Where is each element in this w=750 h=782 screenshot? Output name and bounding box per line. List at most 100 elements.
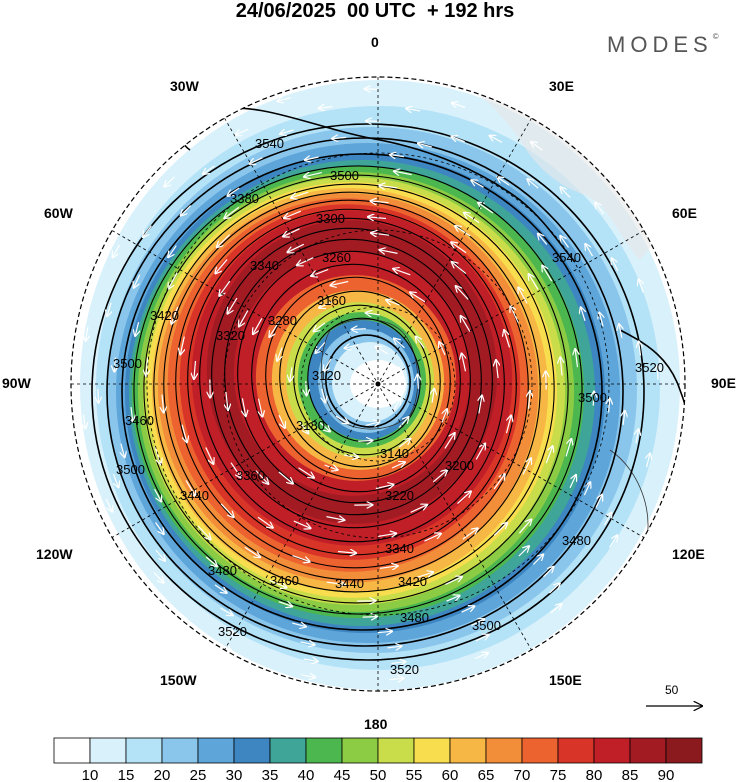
wind-vector-arrow: [424, 534, 441, 542]
wind-vector-arrow: [228, 187, 240, 196]
wind-vector-arrow: [135, 322, 138, 336]
lon-label-90e: 90E: [711, 375, 736, 391]
wind-vector-arrow: [217, 234, 231, 248]
contour-label: 3420: [150, 308, 179, 323]
wind-vector-arrow: [218, 643, 231, 651]
contour-label: 3380: [230, 191, 259, 206]
contour-label: 3180: [296, 418, 325, 433]
wind-vector-arrow: [326, 582, 345, 584]
colorbar-tick-label: 90: [658, 767, 675, 782]
wind-vector-arrow: [439, 342, 446, 356]
wind-vector-arrow: [593, 392, 594, 406]
wind-vector-arrow: [478, 203, 494, 214]
wind-vector-arrow: [583, 482, 590, 496]
wind-vector-arrow: [366, 313, 380, 315]
wind-vector-arrow: [293, 520, 311, 528]
wind-vector-arrow: [410, 505, 427, 513]
wind-vector-arrow: [259, 398, 263, 417]
wind-vector-arrow: [299, 421, 308, 433]
wind-vector-arrow: [235, 128, 249, 135]
wind-vector-arrow: [154, 488, 162, 501]
wind-vector-arrow: [344, 455, 358, 457]
wind-vector-arrow: [278, 471, 293, 484]
wind-vector-arrow: [543, 567, 554, 578]
wind-vector-arrow: [410, 292, 426, 303]
wind-vector-arrow: [194, 360, 196, 379]
wind-vector-arrow: [472, 180, 484, 188]
colorbar-tick-label: 45: [334, 767, 351, 782]
contour-label: 3420: [398, 574, 427, 589]
colorbar-swatch: [197, 737, 235, 764]
wind-vector-arrow: [609, 399, 610, 413]
wind-vector-arrow: [387, 646, 402, 648]
colorbar-swatch: [557, 737, 595, 764]
wind-vector-arrow: [185, 480, 195, 495]
wind-vector-arrow: [84, 414, 86, 428]
wind-vector-arrow: [335, 415, 348, 423]
wind-vectors: [71, 89, 658, 680]
wind-vector-arrow: [542, 266, 553, 282]
contour-label: 3140: [380, 446, 409, 461]
wind-vector-arrow: [288, 243, 305, 252]
wind-vector-arrow: [393, 269, 411, 276]
contour-label: 3440: [335, 576, 364, 591]
wind-vector-arrow: [226, 391, 228, 410]
wind-vector-arrow: [114, 357, 115, 372]
wind-vector-arrow: [529, 274, 539, 290]
wind-vector-arrow: [379, 566, 398, 569]
wind-vector-arrow: [452, 103, 466, 108]
contour-label: 3200: [445, 458, 474, 473]
wind-vector-arrow: [228, 297, 238, 313]
wind-vector-arrow: [284, 210, 302, 218]
wind-vector-arrow: [528, 179, 539, 189]
wind-vector-arrow: [358, 441, 372, 442]
colorbar-tick-label: 85: [622, 767, 639, 782]
wind-vector-arrow: [300, 642, 315, 645]
wind-vector-arrow: [504, 330, 511, 348]
wind-vector-arrow: [619, 324, 622, 339]
wind-vector-arrow: [242, 398, 245, 416]
colorbar-swatch: [629, 737, 667, 764]
colorbar-swatch: [305, 737, 343, 764]
wind-vector-arrow: [461, 606, 475, 613]
wind-vector-arrow: [531, 142, 543, 151]
wind-vector-arrow: [283, 228, 300, 237]
lon-label-120w: 120W: [36, 546, 73, 562]
colorbar-swatch: [233, 737, 271, 764]
south-pole-marker: [375, 381, 381, 387]
wind-vector-arrow: [475, 444, 485, 460]
wind-vector-arrow: [560, 236, 569, 248]
wind-vector-arrow: [398, 439, 410, 448]
contour-label: 3340: [250, 258, 279, 273]
wind-vector-arrow: [391, 462, 405, 469]
wind-vector-arrow: [269, 579, 287, 588]
wind-vector-arrow: [319, 301, 333, 308]
wind-vector-arrow: [198, 130, 210, 139]
wind-vector-arrow: [269, 321, 280, 337]
modes-logo: MODES©: [607, 32, 719, 57]
lon-label-60e: 60E: [672, 205, 697, 221]
wind-vector-arrow: [647, 454, 651, 468]
wind-vector-arrow: [386, 300, 400, 305]
wind-vector-arrow: [221, 627, 234, 635]
wind-vector-arrow: [464, 213, 480, 224]
contour-label: 3300: [316, 211, 345, 226]
wind-vector-arrow: [253, 318, 263, 334]
wind-vector-arrow: [277, 347, 282, 361]
contour-label: 3500: [578, 390, 607, 405]
colorbar-tick-label: 35: [262, 767, 279, 782]
colorbar-tick-label: 40: [298, 767, 315, 782]
wind-vector-arrow: [105, 498, 112, 512]
colorbar-swatch: [413, 737, 451, 764]
wind-vector-arrow: [155, 522, 164, 534]
wind-vector-arrow: [154, 447, 161, 464]
wind-vector-arrow: [155, 549, 165, 561]
wind-vector-arrow: [371, 233, 390, 235]
colorbar-tick-label: 60: [442, 767, 459, 782]
wind-vector-arrow: [225, 206, 240, 218]
wind-vector-arrow: [326, 517, 345, 521]
wind-vector-arrow: [418, 375, 419, 389]
contour-label: 3520: [218, 624, 247, 639]
colorbar-tick-label: 10: [82, 767, 99, 782]
